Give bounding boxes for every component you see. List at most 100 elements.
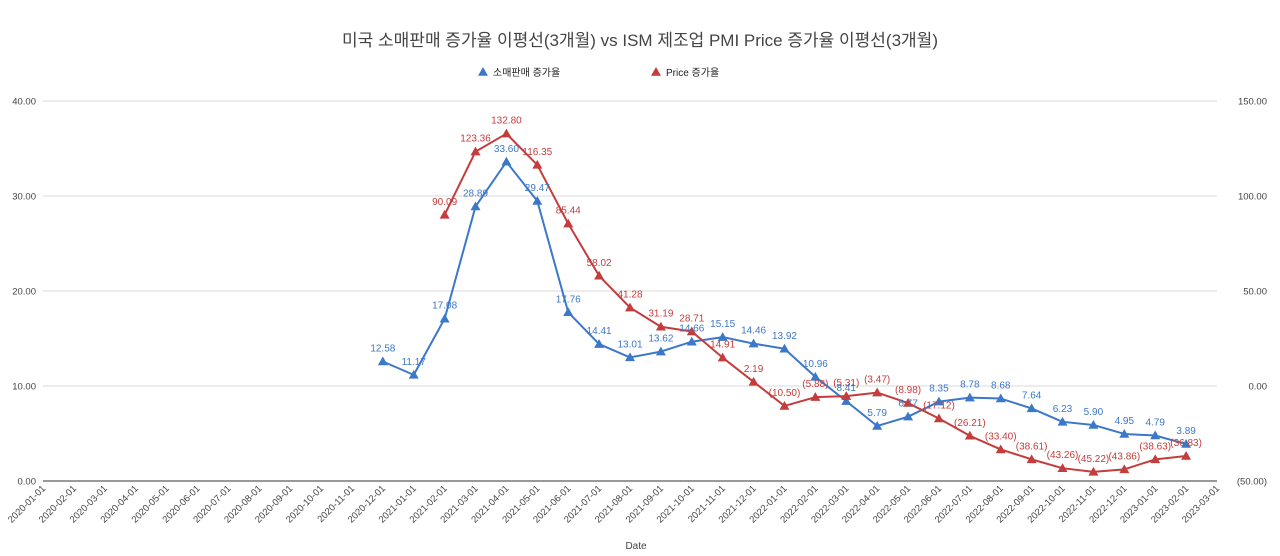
data-point — [1181, 439, 1192, 448]
data-point — [532, 159, 543, 169]
data-point — [439, 209, 450, 219]
data-label: 10.96 — [803, 359, 828, 370]
data-point — [1088, 419, 1099, 429]
data-point — [748, 376, 759, 386]
data-point — [841, 396, 852, 405]
data-label: 5.90 — [1084, 407, 1104, 418]
data-point — [655, 346, 666, 356]
data-point — [779, 400, 790, 410]
data-point — [933, 396, 944, 406]
data-point — [501, 128, 512, 138]
data-point — [686, 336, 697, 346]
data-point — [501, 156, 512, 166]
data-label: (45.22) — [1078, 454, 1110, 465]
data-labels: 12.58 11.17 17.08 28.89 33.60 29.47 17.76 14.41… — [370, 116, 1202, 465]
data-point — [563, 218, 574, 228]
data-point — [470, 146, 481, 156]
legend-marker — [478, 67, 488, 76]
data-point — [408, 369, 419, 379]
legend-marker — [651, 67, 661, 76]
data-point — [810, 371, 821, 381]
data-point — [655, 321, 666, 331]
data-point — [439, 313, 450, 323]
data-label: 28.71 — [679, 313, 704, 324]
data-label: (38.63) — [1139, 441, 1171, 452]
data-label: (5.31) — [833, 378, 859, 389]
data-label: 2.19 — [744, 364, 764, 375]
data-point — [1026, 454, 1037, 464]
y-right-tick-label: 0.00 — [1249, 382, 1268, 393]
data-label: (43.26) — [1047, 450, 1079, 461]
data-point — [903, 411, 914, 421]
data-label: (10.50) — [769, 388, 801, 399]
data-label: 132.80 — [491, 116, 522, 127]
data-label: 123.36 — [460, 134, 491, 145]
data-label: (17.12) — [923, 401, 955, 412]
data-label: (5.88) — [802, 379, 828, 390]
data-point — [717, 332, 728, 341]
y-right-tick-label: 50.00 — [1243, 287, 1267, 298]
y-left-tick-label: 20.00 — [12, 287, 36, 298]
data-label: 14.66 — [679, 324, 704, 335]
data-label: 58.02 — [587, 258, 612, 269]
data-label: 15.15 — [710, 319, 735, 330]
legend: 소매판매 증가율 Price 증가율 — [478, 67, 719, 79]
data-label: 90.09 — [432, 197, 457, 208]
data-label: 85.44 — [556, 206, 581, 217]
data-point — [872, 387, 883, 397]
data-label: 3.89 — [1176, 426, 1196, 437]
data-point — [1150, 430, 1161, 440]
y-right-tick-label: (50.00) — [1237, 477, 1267, 488]
legend-entry: Price 증가율 — [666, 67, 719, 79]
chart-title: 미국 소매판매 증가율 이평선(3개월) vs ISM 제조업 PMI Pric… — [342, 31, 938, 50]
data-point — [964, 392, 975, 402]
data-point — [933, 413, 944, 423]
data-label: 41.28 — [617, 290, 642, 301]
data-point — [1026, 403, 1037, 413]
data-point — [872, 420, 883, 430]
data-label: (8.98) — [895, 385, 921, 396]
data-label: 17.08 — [432, 301, 457, 312]
y-right-tick-label: 150.00 — [1238, 97, 1267, 108]
data-point — [810, 392, 821, 401]
data-point — [1057, 463, 1068, 472]
data-point — [594, 339, 605, 348]
gridlines — [43, 100, 1217, 482]
data-point — [1119, 428, 1130, 438]
y-left-tick-label: 0.00 — [18, 477, 37, 488]
data-point — [470, 201, 481, 211]
y-left-tick-label: 40.00 — [12, 97, 36, 108]
data-label: (43.86) — [1108, 451, 1140, 462]
data-label: 7.64 — [1022, 390, 1042, 401]
data-label: 8.68 — [991, 381, 1011, 392]
data-label: (3.47) — [864, 375, 890, 386]
data-point — [377, 356, 388, 366]
data-label: (26.21) — [954, 418, 986, 429]
data-label: (38.61) — [1016, 441, 1048, 452]
data-label: 14.41 — [587, 326, 612, 337]
x-axis-title: Date — [625, 541, 647, 552]
series-layer — [377, 128, 1192, 476]
data-label: (33.40) — [985, 431, 1017, 442]
data-label: 12.58 — [370, 343, 395, 354]
data-point — [1181, 450, 1192, 460]
data-point — [686, 326, 697, 336]
data-label: 6.23 — [1053, 404, 1073, 415]
data-point — [995, 393, 1006, 403]
data-label: 11.17 — [402, 357, 427, 368]
data-label: 4.95 — [1115, 416, 1135, 427]
y-left-tick-label: 10.00 — [12, 382, 36, 393]
data-point — [717, 352, 728, 362]
data-label: 8.41 — [837, 383, 857, 394]
data-point — [748, 338, 759, 348]
data-point — [964, 430, 975, 440]
data-point — [625, 352, 635, 362]
data-point — [594, 270, 605, 280]
data-label: 4.79 — [1145, 417, 1165, 428]
legend-entry: 소매판매 증가율 — [493, 67, 560, 79]
data-point — [779, 343, 790, 353]
data-point — [995, 444, 1006, 454]
data-point — [532, 196, 543, 205]
y-left-tick-label: 30.00 — [12, 192, 36, 203]
